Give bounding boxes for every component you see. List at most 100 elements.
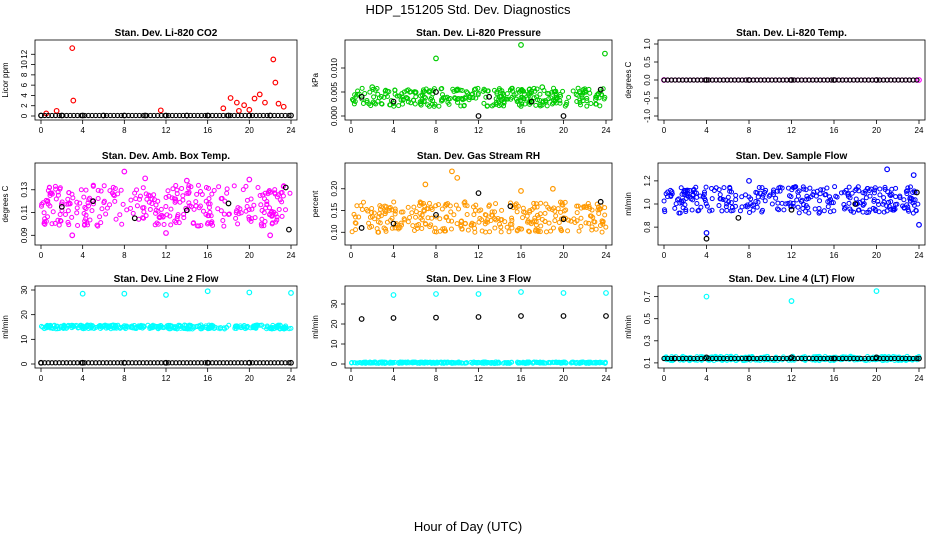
data-point: [164, 323, 170, 329]
data-point: [589, 224, 595, 230]
x-tick-label: 16: [517, 126, 526, 135]
x-tick-label: 24: [602, 126, 611, 135]
data-point: [355, 88, 361, 94]
data-point: [221, 325, 227, 331]
data-point: [227, 95, 234, 101]
data-point: [163, 204, 169, 210]
data-point: [422, 359, 428, 365]
data-point: [69, 322, 75, 328]
data-point: [74, 112, 81, 119]
data-point: [126, 324, 132, 330]
data-point: [395, 226, 401, 232]
data-point: [492, 216, 498, 222]
data-point: [475, 113, 482, 119]
data-point: [161, 222, 167, 228]
data-point: [288, 112, 294, 119]
data-point: [545, 204, 551, 210]
panel-title: Stan. Dev. Line 2 Flow: [114, 274, 219, 285]
data-point: [276, 206, 282, 212]
data-point: [231, 112, 237, 119]
y-tick-label: 0: [20, 361, 29, 366]
data-point: [465, 90, 471, 96]
data-point: [543, 98, 549, 104]
data-point: [577, 97, 583, 103]
data-point: [165, 360, 172, 366]
data-point: [877, 192, 883, 198]
data-point: [489, 103, 495, 109]
data-point: [703, 201, 709, 207]
data-point: [213, 360, 219, 366]
data-point: [129, 360, 135, 366]
data-point: [415, 360, 421, 366]
y-tick-label: 30: [20, 285, 29, 294]
data-point: [49, 112, 55, 119]
data-point: [349, 229, 355, 235]
data-point: [509, 359, 515, 365]
data-point: [278, 112, 285, 119]
data-point: [353, 220, 359, 226]
data-point: [249, 112, 256, 119]
data-point: [162, 112, 168, 119]
data-point: [424, 359, 430, 365]
data-point: [220, 112, 226, 119]
data-point: [399, 222, 405, 228]
data-point: [71, 360, 77, 366]
data-point: [209, 325, 215, 331]
panel-title: Stan. Dev. Amb. Box Temp.: [102, 151, 230, 162]
x-tick-label: 12: [162, 126, 171, 135]
data-point: [107, 112, 113, 119]
data-point: [278, 360, 285, 366]
data-point: [195, 182, 201, 188]
data-point: [367, 224, 373, 230]
data-point: [724, 207, 730, 213]
x-tick-label: 12: [162, 374, 171, 383]
data-point: [264, 201, 270, 207]
data-point: [876, 209, 882, 215]
data-point: [559, 200, 565, 206]
data-point: [155, 326, 161, 332]
data-point: [63, 360, 70, 366]
data-point: [518, 42, 524, 48]
data-point: [235, 360, 241, 366]
data-point: [404, 88, 410, 94]
data-point: [565, 228, 571, 234]
data-point: [413, 209, 419, 215]
data-point: [62, 212, 68, 218]
data-point: [524, 213, 530, 219]
x-tick-label: 16: [203, 251, 212, 260]
data-point: [103, 360, 110, 366]
data-point: [816, 210, 822, 216]
data-point: [701, 189, 707, 195]
data-point: [851, 209, 857, 215]
x-tick-label: 4: [391, 126, 396, 135]
data-point: [533, 201, 539, 207]
data-point: [240, 187, 246, 193]
data-point: [52, 220, 58, 226]
data-point: [151, 197, 157, 203]
data-point: [867, 187, 873, 193]
data-point: [166, 193, 172, 199]
x-tick-label: 20: [872, 374, 881, 383]
y-tick-label: 0.1: [643, 357, 652, 369]
data-point: [233, 215, 239, 221]
data-point: [568, 218, 574, 224]
data-point: [910, 172, 917, 178]
data-point: [226, 322, 232, 328]
data-point: [81, 194, 87, 200]
data-point: [714, 356, 720, 362]
data-point: [490, 213, 496, 219]
data-point: [43, 197, 49, 203]
data-point: [264, 112, 270, 119]
data-point: [67, 360, 73, 366]
y-tick-label: 0.8: [643, 221, 652, 233]
data-point: [525, 218, 531, 224]
data-point: [85, 360, 92, 366]
data-point: [255, 184, 261, 190]
data-point: [181, 215, 187, 221]
data-point: [553, 213, 559, 219]
data-point: [703, 77, 710, 83]
data-point: [451, 212, 457, 218]
data-point: [375, 219, 381, 225]
data-point: [737, 208, 743, 214]
data-point: [905, 188, 911, 194]
